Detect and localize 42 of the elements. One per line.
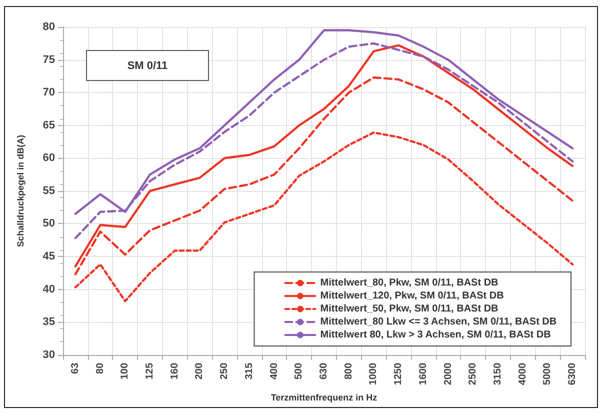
x-tick-label: 5000 <box>542 362 554 386</box>
x-tick-label: 6300 <box>567 362 578 386</box>
annotation: SM 0/11 <box>127 60 168 72</box>
x-tick-label: 80 <box>94 362 106 374</box>
y-tick-label: 75 <box>42 54 55 66</box>
x-tick-label: 100 <box>120 362 131 380</box>
y-tick-label: 80 <box>42 21 55 33</box>
x-tick-label: 250 <box>219 362 230 380</box>
y-tick-label: 55 <box>42 184 55 197</box>
label-frame: SM 0/11 <box>86 50 209 81</box>
y-tick-label: 60 <box>42 152 55 164</box>
legend-label: Mittelwert_80, Pkw, SM 0/11, BASt DB <box>320 278 498 288</box>
y-tick-label: 35 <box>42 316 55 328</box>
x-tick-label: 630 <box>318 362 330 380</box>
y-axis-title: Schalldruckpegel in dB(A) <box>16 134 26 247</box>
legend-label: Mittelwert_80 Lkw <= 3 Achsen, SM 0/11, BASt DB <box>320 316 557 328</box>
legend-label: Mittelwert_50, Pkw, SM 0/11, BASt DB <box>320 304 498 314</box>
x-tick-label: 2000 <box>442 362 454 386</box>
x-tick-label: 4000 <box>517 362 528 386</box>
x-tick-label: 315 <box>244 362 255 380</box>
x-tick-label: 63 <box>70 362 81 374</box>
y-tick-label: 65 <box>42 119 55 132</box>
x-tick-label: 2500 <box>468 362 479 386</box>
line-series <box>74 131 574 302</box>
x-tick-label: 500 <box>294 362 305 380</box>
y-tick-label: 45 <box>42 250 55 262</box>
legend-label: Mittelwert_120, Pkw, SM 0/11, BASt DB <box>320 290 504 302</box>
x-tick-label: 800 <box>343 362 354 380</box>
x-tick-label: 125 <box>144 362 156 380</box>
x-tick-label: 200 <box>194 362 206 380</box>
x-tick-label: 1600 <box>418 362 429 386</box>
x-tick-label: 3150 <box>492 362 504 386</box>
x-tick-label: 1000 <box>368 362 380 386</box>
x-tick-label: 160 <box>169 362 180 380</box>
y-tick-label: 40 <box>42 283 55 296</box>
x-tick-label: 1250 <box>393 362 404 386</box>
x-axis-title: Terzmittenfrequenz in Hz <box>270 392 378 402</box>
legend-label: Mittelwert 80, Lkw > 3 Achsen, SM 0/11, BASt DB <box>320 330 551 340</box>
y-tick-label: 30 <box>42 348 55 361</box>
x-tick-label: 400 <box>268 362 280 380</box>
y-tick-label: 70 <box>42 86 55 99</box>
y-tick-label: 50 <box>42 218 55 230</box>
